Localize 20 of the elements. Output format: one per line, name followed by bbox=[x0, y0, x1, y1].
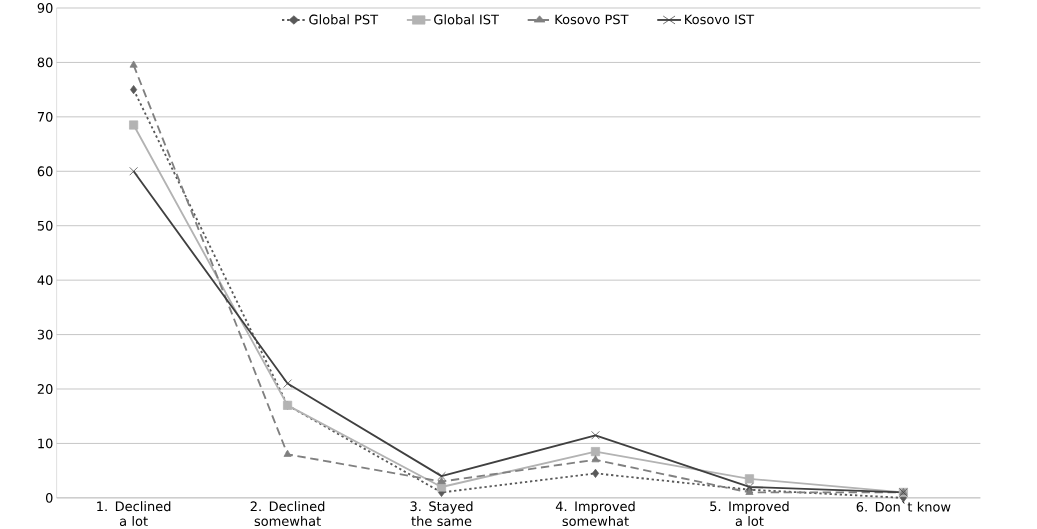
y-tick-label: 40 bbox=[37, 275, 53, 285]
legend-label: Kosovo IST bbox=[685, 14, 755, 25]
y-tick-label: 20 bbox=[37, 384, 53, 394]
y-tick-label: 30 bbox=[37, 329, 53, 340]
y-tick-label: 80 bbox=[37, 57, 53, 68]
legend-label: Kosovo PST bbox=[555, 14, 629, 25]
legend-label: Global PST bbox=[309, 14, 379, 25]
x-tick-label: 1. Declined a lot bbox=[97, 501, 171, 526]
x-tick-label: 6. Don`t know bbox=[856, 501, 951, 512]
x-tick-label: 5. Improved a lot bbox=[710, 501, 789, 526]
y-tick-label: 70 bbox=[37, 111, 53, 122]
x-tick-label: 4. Improved somewhat bbox=[555, 501, 635, 526]
x-tick-label: 2. Declined somewhat bbox=[250, 501, 325, 526]
y-tick-label: 60 bbox=[37, 166, 53, 177]
y-tick-label: 0 bbox=[45, 492, 53, 503]
x-tick-label: 3. Stayed the same bbox=[410, 501, 473, 526]
y-tick-label: 50 bbox=[37, 220, 53, 231]
y-tick-label: 10 bbox=[38, 438, 53, 449]
y-tick-label: 90 bbox=[37, 3, 53, 13]
legend-label: Global IST bbox=[434, 14, 499, 25]
